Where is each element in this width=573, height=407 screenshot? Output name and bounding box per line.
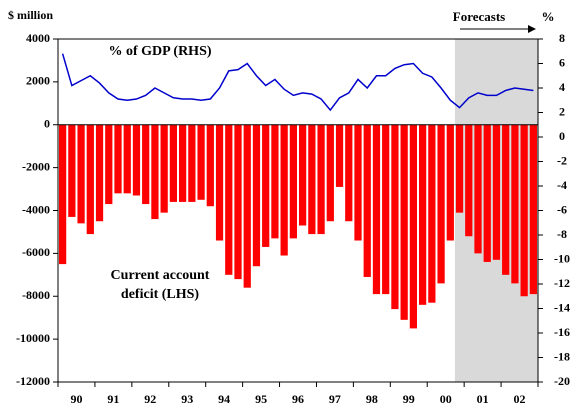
x-tick-label: 98: [366, 392, 378, 406]
y-tick-label: 4000: [26, 31, 50, 45]
bar: [105, 124, 113, 205]
y2-tick-label: -2: [557, 153, 567, 167]
bar: [59, 124, 67, 265]
bar: [363, 124, 371, 277]
bar: [243, 124, 251, 288]
bar-label: Current account deficit (LHS): [111, 268, 210, 302]
bar: [289, 124, 297, 239]
bar: [409, 124, 417, 329]
y2-axis-label: %: [542, 9, 555, 24]
bar: [335, 124, 344, 187]
bar: [151, 124, 159, 220]
bar: [345, 124, 353, 222]
bar: [68, 124, 76, 217]
x-tick-label: 01: [477, 392, 489, 406]
y2-tick-label: -10: [554, 251, 570, 265]
bar: [492, 124, 501, 260]
y2-tick-label: -6: [557, 202, 567, 216]
x-tick-label: 95: [255, 392, 267, 406]
y2-tick-label: -4: [557, 178, 567, 192]
bar: [529, 124, 537, 295]
x-tick-label: 91: [107, 392, 119, 406]
bar: [262, 124, 270, 247]
bar: [169, 124, 177, 202]
y-tick-label: -12000: [16, 374, 50, 388]
bar: [437, 124, 445, 284]
bar: [225, 124, 233, 275]
bar: [428, 124, 436, 303]
y2-tick-label: -12: [554, 276, 570, 290]
bar: [123, 124, 131, 194]
bar: [520, 124, 528, 297]
y-tick-label: -10000: [16, 331, 50, 345]
bar: [483, 124, 491, 262]
x-tick-label: 93: [181, 392, 193, 406]
y2-tick-label: -8: [557, 227, 567, 241]
bar: [502, 124, 510, 275]
y2-tick-label: 0: [559, 129, 565, 143]
bar: [95, 124, 104, 222]
y-tick-label: 0: [44, 117, 50, 131]
bar: [86, 124, 94, 235]
x-tick-label: 90: [70, 392, 82, 406]
bar: [354, 124, 362, 241]
y2-tick-label: -20: [554, 374, 570, 388]
x-tick-label: 97: [329, 392, 341, 406]
bar: [160, 124, 168, 213]
y2-tick-label: 4: [559, 80, 565, 94]
bar: [215, 124, 224, 241]
bar: [372, 124, 381, 295]
bar: [252, 124, 261, 267]
bar: [465, 124, 473, 237]
bar: [382, 124, 390, 295]
bar: [179, 124, 187, 202]
y2-tick-label: 2: [559, 104, 565, 118]
x-tick-label: 94: [218, 392, 230, 406]
y2-tick-label: 6: [559, 55, 565, 69]
y2-tick-label: -18: [554, 349, 570, 363]
bar: [446, 124, 454, 241]
line: [61, 53, 534, 112]
y-tick-label: -6000: [22, 245, 50, 259]
bar: [308, 124, 316, 235]
bar: [299, 124, 307, 226]
y2-tick-label: -16: [554, 325, 570, 339]
y-axis-label: $ million: [8, 8, 53, 22]
bar: [132, 124, 141, 196]
bar: [77, 124, 85, 224]
bar: [419, 124, 427, 305]
bar: [197, 124, 205, 200]
bar: [271, 124, 279, 239]
x-tick-label: 92: [144, 392, 156, 406]
x-tick-label: 96: [292, 392, 304, 406]
bar: [391, 124, 399, 310]
bar: [511, 124, 519, 284]
y-tick-label: -8000: [22, 288, 50, 302]
bar: [400, 124, 408, 320]
bar: [142, 124, 150, 205]
y2-tick-label: -14: [554, 300, 570, 314]
bar: [188, 124, 196, 202]
line-label: % of GDP (RHS): [108, 44, 211, 59]
y-tick-label: 2000: [26, 74, 50, 88]
bar: [234, 124, 242, 280]
bar: [474, 124, 482, 254]
bar: [206, 124, 214, 207]
y-tick-label: -4000: [22, 202, 50, 216]
bar: [114, 124, 122, 194]
bar: [317, 124, 325, 235]
bar: [455, 124, 464, 213]
x-tick-label: 99: [403, 392, 415, 406]
y-tick-label: -2000: [22, 159, 50, 173]
forecast-label: Forecasts: [453, 9, 505, 24]
bar: [326, 124, 334, 222]
bar: [280, 124, 288, 256]
x-tick-label: 00: [440, 392, 452, 406]
y2-tick-label: 8: [559, 31, 565, 45]
x-tick-label: 02: [514, 392, 526, 406]
forecast-arrowhead: [528, 25, 536, 33]
